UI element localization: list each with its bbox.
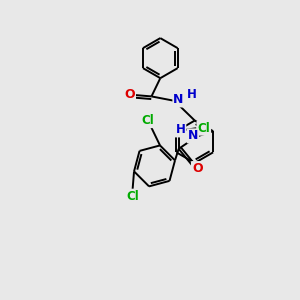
Text: O: O [124,88,135,101]
Text: O: O [192,162,202,175]
Text: Cl: Cl [126,190,139,202]
Text: H: H [176,124,185,136]
Text: N: N [188,129,198,142]
Text: Cl: Cl [142,114,155,127]
Text: H: H [187,88,196,101]
Text: N: N [173,93,184,106]
Text: Cl: Cl [197,122,210,135]
